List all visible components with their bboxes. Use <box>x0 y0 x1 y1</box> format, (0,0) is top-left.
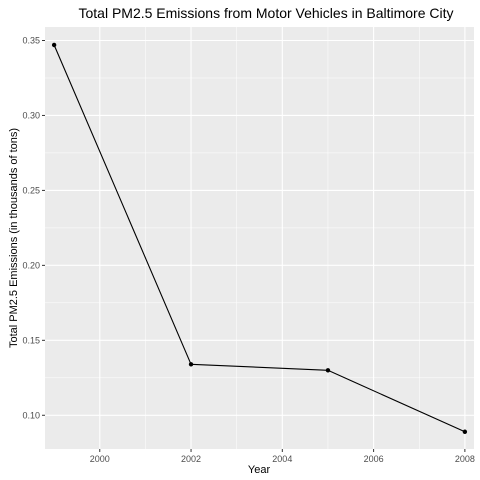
y-tick-label: 0.35 <box>22 35 40 45</box>
y-tick-label: 0.30 <box>22 110 40 120</box>
x-tick-label: 2000 <box>90 454 110 464</box>
y-tick-label: 0.25 <box>22 185 40 195</box>
y-tick-label: 0.10 <box>22 410 40 420</box>
series-line <box>53 44 466 433</box>
chart-title: Total PM2.5 Emissions from Motor Vehicle… <box>78 5 453 21</box>
grid-minor <box>45 27 474 449</box>
data-point <box>188 362 194 367</box>
x-tick-label: 2008 <box>455 454 475 464</box>
y-tick-label: 0.20 <box>22 260 40 270</box>
data-point <box>51 42 57 48</box>
y-tick-label: 0.15 <box>22 335 40 345</box>
grid-major <box>45 27 474 449</box>
series-line-group <box>53 44 466 433</box>
plot-panel <box>45 27 474 449</box>
x-tick-label: 2006 <box>364 454 384 464</box>
x-axis-title: Year <box>248 464 271 476</box>
data-point <box>462 429 468 434</box>
y-axis: 0.10 0.15 0.20 0.25 0.30 0.35 <box>22 35 45 420</box>
x-tick-label: 2002 <box>181 454 201 464</box>
x-tick-label: 2004 <box>272 454 292 464</box>
series-points-group <box>51 42 468 434</box>
x-axis: 2000 2002 2004 2006 2008 <box>90 449 475 464</box>
data-point <box>325 368 331 373</box>
y-axis-title: Total PM2.5 Emissions (in thousands of t… <box>8 128 20 348</box>
